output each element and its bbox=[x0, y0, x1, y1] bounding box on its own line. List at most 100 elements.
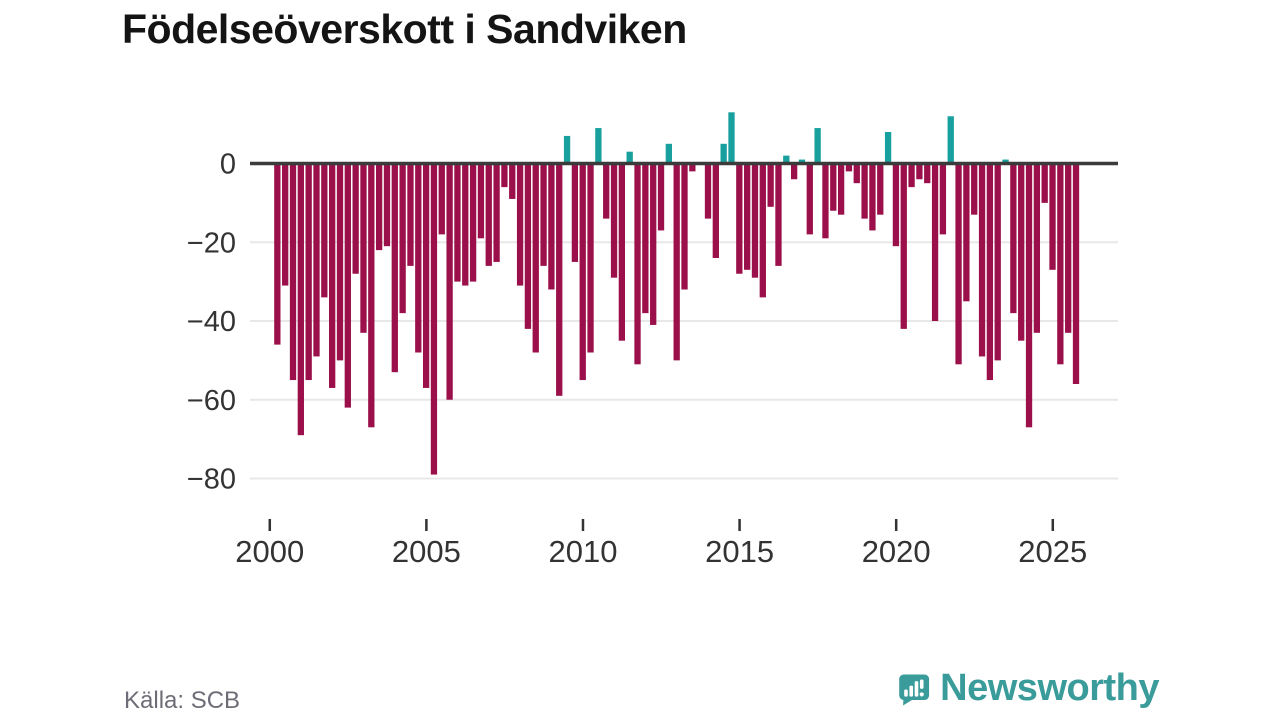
x-axis-tick-label: 2000 bbox=[235, 534, 304, 569]
newsworthy-logo: Newsworthy bbox=[897, 662, 1159, 718]
bar-2015-q1 bbox=[744, 163, 751, 270]
bar-2000-q4 bbox=[297, 163, 304, 436]
bar-2012-q2 bbox=[657, 163, 665, 231]
logo-bar-tall bbox=[914, 681, 919, 697]
bar-2010-q3 bbox=[603, 163, 610, 219]
bar-2001-q2 bbox=[313, 163, 320, 357]
x-axis-tick-label: 2005 bbox=[392, 534, 461, 569]
bar-2020-q3 bbox=[916, 163, 923, 180]
bar-2016-q4 bbox=[798, 159, 806, 164]
x-axis-tick-label: 2010 bbox=[549, 534, 618, 569]
bar-2009-q4 bbox=[579, 163, 586, 381]
bar-2003-q1 bbox=[368, 163, 375, 428]
bar-2006-q4 bbox=[485, 163, 492, 266]
bar-2006-q2 bbox=[469, 163, 477, 282]
bar-2004-q2 bbox=[407, 163, 414, 266]
bar-2024-q4 bbox=[1049, 163, 1056, 270]
bar-2019-q4 bbox=[892, 163, 900, 247]
x-axis-tick-label: 2020 bbox=[862, 534, 931, 569]
bar-2011-q4 bbox=[642, 163, 649, 314]
bar-2004-q1 bbox=[399, 163, 406, 314]
bar-2014-q3 bbox=[728, 112, 735, 164]
bar-2011-q2 bbox=[626, 151, 633, 164]
bar-2002-q4 bbox=[360, 163, 367, 333]
chart-title: Födelseöverskott i Sandviken bbox=[122, 6, 687, 52]
bar-2019-q1 bbox=[869, 163, 876, 231]
bar-2001-q1 bbox=[305, 163, 312, 381]
bar-2008-q2 bbox=[532, 163, 539, 353]
bar-2001-q3 bbox=[321, 163, 328, 298]
bar-2000-q2 bbox=[282, 163, 289, 286]
bar-2020-q4 bbox=[924, 163, 931, 184]
bar-2023-q3 bbox=[1010, 163, 1017, 314]
bar-2012-q1 bbox=[650, 163, 657, 325]
bar-2012-q4 bbox=[673, 163, 680, 361]
bar-2005-q4 bbox=[454, 163, 461, 282]
bar-2007-q3 bbox=[509, 163, 516, 199]
bar-2010-q2 bbox=[595, 128, 602, 164]
bar-2008-q1 bbox=[524, 163, 532, 329]
bar-2009-q3 bbox=[571, 163, 579, 262]
bar-2019-q2 bbox=[877, 163, 884, 215]
bar-2016-q3 bbox=[790, 163, 798, 180]
bar-2003-q2 bbox=[375, 163, 383, 251]
bar-2023-q2 bbox=[1002, 159, 1009, 164]
bar-2013-q2 bbox=[689, 163, 696, 172]
bar-2025-q1 bbox=[1057, 163, 1064, 365]
bar-2013-q1 bbox=[681, 163, 688, 290]
bar-2003-q3 bbox=[383, 163, 391, 247]
bar-2018-q2 bbox=[845, 163, 853, 172]
bar-2010-q4 bbox=[610, 163, 618, 278]
bar-2007-q4 bbox=[516, 163, 524, 286]
bar-2022-q4 bbox=[986, 163, 994, 381]
bar-2022-q2 bbox=[971, 163, 978, 215]
y-axis-tick-label: −80 bbox=[187, 464, 236, 496]
bar-2019-q3 bbox=[884, 132, 892, 164]
bar-2021-q2 bbox=[939, 163, 947, 235]
bar-2005-q2 bbox=[438, 163, 445, 235]
logo-exclamation-dot bbox=[919, 692, 924, 697]
bar-2014-q1 bbox=[712, 163, 719, 258]
bar-2021-q4 bbox=[955, 163, 962, 365]
newsworthy-speech-bubble-icon bbox=[899, 674, 930, 706]
bar-2021-q1 bbox=[931, 163, 939, 321]
bar-2002-q2 bbox=[344, 163, 351, 408]
bar-2023-q1 bbox=[994, 163, 1001, 361]
source-label: Källa: SCB bbox=[124, 687, 241, 714]
bar-2013-q4 bbox=[704, 163, 712, 219]
bar-2008-q3 bbox=[540, 163, 547, 266]
x-axis-tick-label: 2025 bbox=[1018, 534, 1087, 569]
bar-2001-q4 bbox=[329, 163, 336, 388]
bar-2002-q1 bbox=[336, 163, 344, 361]
bar-2021-q3 bbox=[947, 116, 954, 164]
bar-2006-q3 bbox=[477, 163, 485, 239]
y-axis-tick-label: −40 bbox=[187, 306, 236, 338]
bar-2025-q2 bbox=[1065, 163, 1072, 333]
bar-2011-q3 bbox=[634, 163, 641, 365]
bar-2025-q3 bbox=[1072, 163, 1080, 384]
bar-2016-q1 bbox=[775, 163, 782, 266]
bar-2015-q3 bbox=[759, 163, 766, 298]
bar-2020-q1 bbox=[900, 163, 907, 329]
bar-2023-q4 bbox=[1018, 163, 1025, 341]
bar-2011-q1 bbox=[618, 163, 626, 341]
bar-2015-q4 bbox=[767, 163, 774, 207]
x-axis-tick-label: 2015 bbox=[705, 534, 774, 569]
bar-2022-q1 bbox=[963, 163, 970, 302]
bar-2017-q1 bbox=[806, 163, 813, 235]
bar-2020-q2 bbox=[908, 163, 915, 188]
bar-2024-q2 bbox=[1033, 163, 1041, 333]
bar-2016-q2 bbox=[783, 155, 790, 164]
bar-2018-q4 bbox=[861, 163, 868, 219]
newsworthy-wordmark: Newsworthy bbox=[940, 666, 1159, 709]
y-axis-tick-label: −20 bbox=[187, 227, 236, 259]
bar-2010-q1 bbox=[587, 163, 594, 353]
logo-bar-medium bbox=[909, 685, 914, 697]
bar-2004-q4 bbox=[422, 163, 430, 388]
bar-2022-q3 bbox=[978, 163, 986, 357]
bar-2006-q1 bbox=[462, 163, 469, 286]
bar-2000-q1 bbox=[274, 163, 281, 345]
y-axis-tick-label: 0 bbox=[220, 149, 236, 181]
bar-2009-q1 bbox=[556, 163, 563, 396]
